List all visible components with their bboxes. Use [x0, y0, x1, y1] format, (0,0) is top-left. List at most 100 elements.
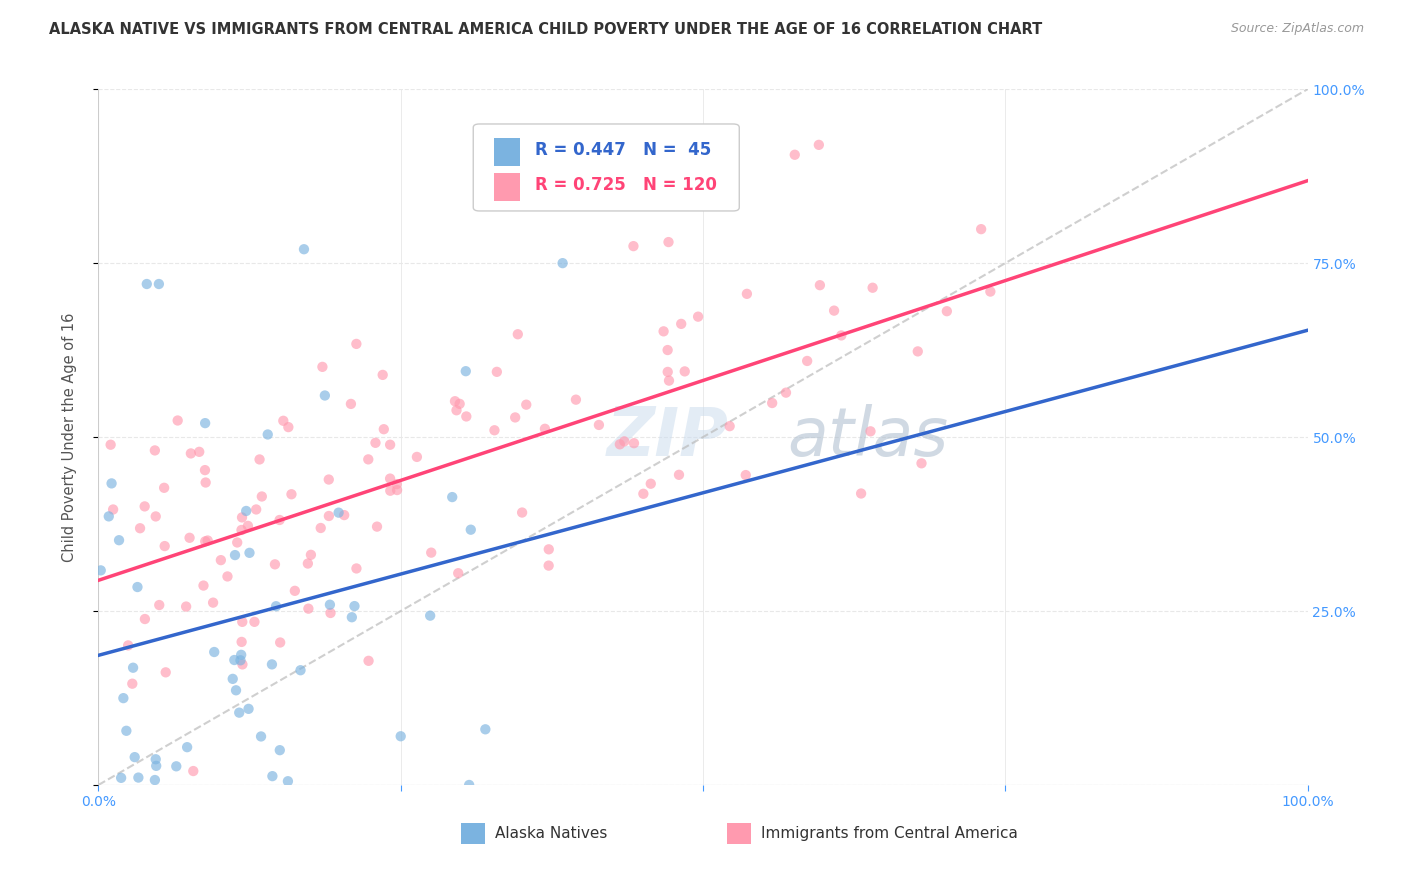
Point: [134, 612, 156, 626]
Point: [145, 509, 167, 524]
Point: [623, 436, 645, 450]
Text: ZIP: ZIP: [606, 404, 728, 470]
Point: [143, 443, 166, 458]
Point: [269, 743, 291, 757]
Point: [859, 425, 882, 439]
Point: [346, 561, 368, 575]
Point: [735, 286, 758, 301]
Point: [222, 672, 245, 686]
Point: [378, 438, 401, 452]
Point: [506, 327, 529, 342]
Point: [380, 483, 402, 498]
Point: [484, 423, 506, 437]
Point: [238, 702, 260, 716]
Point: [117, 639, 139, 653]
Point: [224, 548, 246, 562]
Point: [176, 740, 198, 755]
Bar: [461, 823, 485, 844]
Bar: [494, 173, 520, 201]
Point: [100, 476, 122, 491]
Point: [97, 509, 120, 524]
Point: [245, 502, 267, 516]
Point: [389, 729, 412, 743]
Point: [166, 413, 188, 427]
Point: [979, 285, 1001, 299]
Point: [633, 487, 655, 501]
Point: [343, 599, 366, 613]
Point: [671, 317, 693, 331]
Point: [309, 521, 332, 535]
Point: [318, 473, 340, 487]
Point: [299, 548, 322, 562]
Point: [808, 278, 831, 293]
Point: [510, 506, 533, 520]
Point: [534, 422, 557, 436]
Point: [537, 542, 560, 557]
Point: [364, 435, 387, 450]
Point: [371, 368, 394, 382]
Point: [229, 653, 252, 667]
Point: [269, 635, 291, 649]
Point: [366, 519, 388, 533]
Point: [225, 683, 247, 698]
Point: [236, 519, 259, 533]
Point: [148, 277, 170, 291]
Point: [344, 337, 367, 351]
Point: [652, 324, 675, 338]
Text: Immigrants from Central America: Immigrants from Central America: [761, 826, 1018, 841]
Point: [718, 419, 741, 434]
Point: [250, 490, 273, 504]
Point: [217, 569, 239, 583]
Point: [134, 500, 156, 514]
Point: [340, 397, 363, 411]
Point: [273, 414, 295, 428]
Point: [441, 490, 464, 504]
Point: [444, 394, 467, 409]
Point: [197, 533, 219, 548]
Point: [734, 468, 756, 483]
Point: [135, 277, 157, 291]
Point: [235, 504, 257, 518]
Point: [124, 750, 146, 764]
Point: [180, 446, 202, 460]
Point: [807, 137, 830, 152]
Point: [112, 691, 135, 706]
Point: [668, 467, 690, 482]
Point: [970, 222, 993, 236]
Point: [357, 654, 380, 668]
Point: [862, 281, 884, 295]
Point: [503, 410, 526, 425]
Point: [454, 364, 477, 378]
Point: [194, 475, 217, 490]
Point: [318, 508, 340, 523]
Bar: [494, 138, 520, 166]
Text: R = 0.447   N =  45: R = 0.447 N = 45: [534, 142, 711, 160]
Point: [121, 676, 143, 690]
Point: [264, 558, 287, 572]
Point: [537, 558, 560, 573]
Point: [935, 304, 957, 318]
Point: [373, 422, 395, 436]
Point: [209, 553, 232, 567]
Point: [249, 452, 271, 467]
Point: [224, 653, 246, 667]
Point: [378, 472, 401, 486]
Point: [385, 483, 408, 497]
Point: [456, 409, 478, 424]
Point: [129, 521, 152, 535]
Point: [340, 610, 363, 624]
Point: [485, 365, 508, 379]
Point: [458, 778, 481, 792]
Point: [153, 481, 176, 495]
Point: [143, 772, 166, 787]
Point: [420, 546, 443, 560]
Point: [262, 769, 284, 783]
Point: [449, 397, 471, 411]
Point: [796, 354, 818, 368]
Point: [148, 598, 170, 612]
Point: [145, 759, 167, 773]
Point: [688, 310, 710, 324]
Point: [269, 513, 291, 527]
Point: [319, 598, 342, 612]
Point: [460, 523, 482, 537]
